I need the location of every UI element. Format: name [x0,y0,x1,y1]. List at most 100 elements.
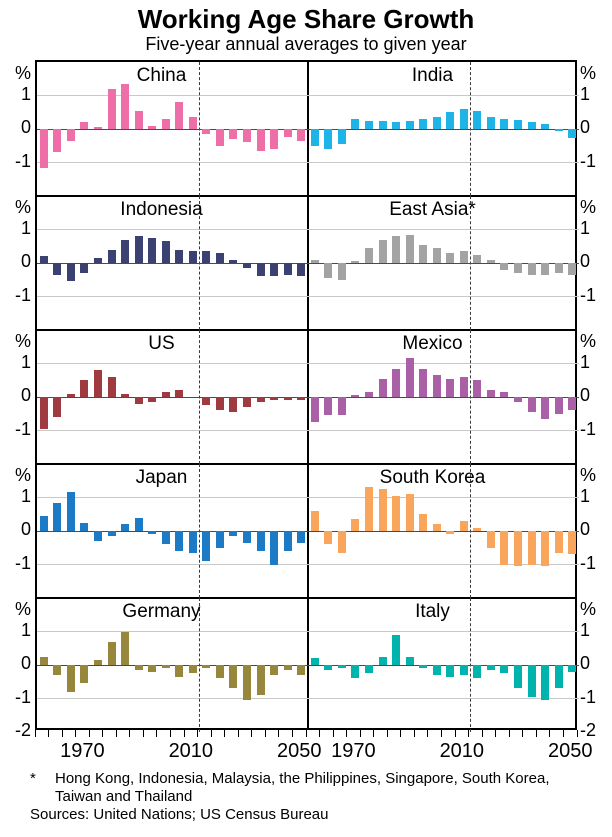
x-tick [427,730,429,737]
bar [80,263,89,274]
gridline [308,229,579,230]
bar [541,531,550,567]
bar [310,510,319,531]
y-tick-label: 0 [20,385,31,405]
panel-title: East Asia* [389,199,476,220]
bar [148,237,157,263]
bar [229,259,238,263]
zero-line [308,530,579,532]
bar [202,531,211,562]
x-tick [183,730,185,737]
bar [568,129,577,139]
bar [270,263,279,277]
bar [270,397,279,401]
x-tick [576,730,578,737]
bar [459,376,468,397]
y-tick-label: % [580,63,597,83]
zero-line [37,262,308,264]
gridline [37,229,308,230]
bar [243,531,252,543]
bar [243,263,252,269]
bar [39,397,48,429]
x-tick [210,730,212,737]
bar [283,397,292,401]
x-tick [549,730,551,737]
y-tick-label: 0 [20,519,31,539]
bar [53,665,62,676]
bar [459,520,468,531]
y-tick-label: % [580,331,597,351]
bar [66,665,75,692]
bar [188,251,197,263]
bar [229,665,238,689]
bar [256,129,265,151]
bar [378,656,387,665]
x-tick [251,730,253,737]
x-tick [319,730,321,737]
x-tick [264,730,266,737]
x-tick [535,730,537,737]
y-tick-label: -1 [580,150,597,171]
x-tick [88,730,90,737]
bar [270,129,279,150]
y-tick-label: 1 [580,485,591,506]
panel-separator [37,463,575,465]
bar [66,492,75,531]
bar [446,531,455,535]
bar [121,631,130,665]
bar [175,102,184,129]
panel-separator [37,329,575,331]
zero-line [37,396,308,398]
x-tick [48,730,50,737]
panel-japan: Japan [37,464,308,598]
bar [161,241,170,263]
bar [486,117,495,129]
bar [121,393,130,397]
bar [351,261,360,263]
bar [554,665,563,689]
bar [351,118,360,129]
bar [527,665,536,697]
bar [148,531,157,535]
bar [297,397,306,401]
bar [364,247,373,263]
y-tick-label: 0 [580,653,591,673]
gridline [37,430,308,431]
bar [500,263,509,270]
bar [93,257,102,263]
bar [310,658,319,665]
panel-title: Germany [122,601,201,622]
bar [541,665,550,701]
bar [188,665,197,674]
y-tick-label: 1 [20,351,31,372]
bar [161,665,170,669]
y-tick-label: 0 [20,117,31,137]
gridline [308,363,579,364]
panel-italy: Italy [308,598,579,732]
bar [243,665,252,701]
bar [66,263,75,282]
x-tick [156,730,158,737]
bar [80,380,89,397]
panel-title: US [148,333,175,354]
bar [202,129,211,135]
bar [337,397,346,416]
y-tick-label: % [580,197,597,217]
bar [568,665,577,672]
bar [107,641,116,665]
gridline [37,564,308,565]
bar [324,531,333,545]
x-tick [129,730,131,737]
bar [473,380,482,397]
bar [270,665,279,676]
bar [229,397,238,413]
y-tick-label: 0 [580,117,591,137]
bar [66,393,75,397]
y-tick-label: % [14,331,31,351]
bar [53,263,62,275]
bar [405,494,414,531]
x-tick [481,730,483,737]
panel-china: China [37,62,308,196]
x-tick [522,730,524,737]
panel-india: India [308,62,579,196]
